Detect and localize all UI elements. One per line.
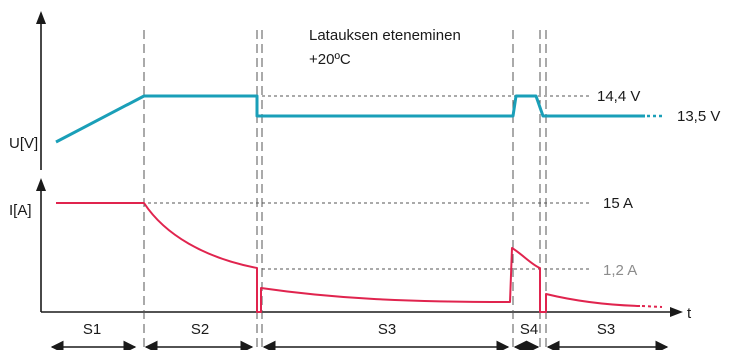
time-axis-arrow xyxy=(670,307,683,317)
voltage-high-label: 14,4 V xyxy=(597,88,640,105)
stage-label-s1: S1 xyxy=(83,321,101,338)
voltage-axis-arrow xyxy=(36,11,46,24)
stage-label-s4: S4 xyxy=(520,321,538,338)
current-low-label: 1,2 A xyxy=(603,262,637,279)
voltage-curve xyxy=(55,94,664,144)
current-axis-arrow xyxy=(36,178,46,191)
voltage-float-label: 13,5 V xyxy=(677,108,720,125)
axes xyxy=(36,11,683,317)
voltage-axis-label: U[V] xyxy=(9,135,38,152)
stage-label-s3: S3 xyxy=(378,321,396,338)
level-guides xyxy=(148,95,590,270)
stage-label-s3-second: S3 xyxy=(597,321,615,338)
current-max-label: 15 A xyxy=(603,195,633,212)
title-line-1: Latauksen eteneminen xyxy=(309,27,461,44)
title-line-2: +20ºC xyxy=(309,51,351,68)
stage-label-s2: S2 xyxy=(191,321,209,338)
current-curve xyxy=(56,202,663,313)
current-axis-label: I[A] xyxy=(9,202,32,219)
time-axis-label: t xyxy=(687,305,692,322)
